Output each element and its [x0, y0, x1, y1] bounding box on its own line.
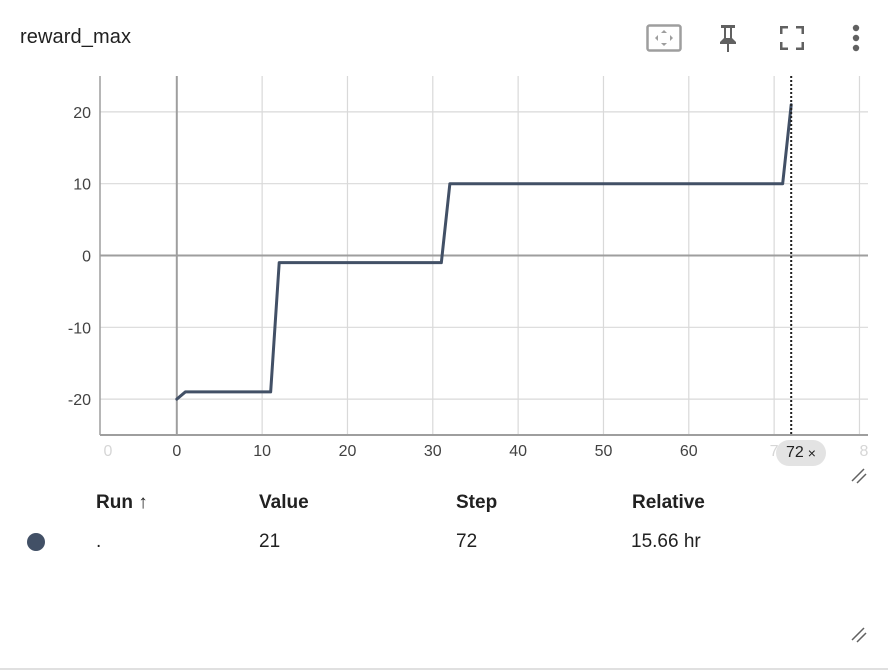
series-line	[175, 103, 793, 401]
x-tick-label: 40	[509, 443, 527, 460]
fit-domain-button[interactable]	[644, 18, 684, 58]
y-tick-label: 20	[73, 105, 91, 122]
x-tick-label: 7	[770, 443, 779, 460]
clear-hover-icon[interactable]: ×	[807, 445, 816, 461]
x-tick-label: 8	[860, 443, 869, 460]
table-resize-icon[interactable]	[850, 626, 868, 644]
cell-value: 21	[259, 531, 281, 552]
col-header-run[interactable]: Run ↑	[96, 492, 148, 513]
fit-domain-icon	[646, 24, 682, 52]
y-tick-label: 0	[82, 249, 91, 266]
y-tick-label: -10	[68, 320, 91, 337]
x-tick-label: 10	[253, 443, 271, 460]
x-tick-label: 0	[104, 443, 113, 460]
card-title: reward_max	[20, 26, 132, 48]
cell-relative: 15.66 hr	[631, 531, 701, 552]
col-header-relative[interactable]: Relative	[632, 492, 705, 513]
series-layer	[175, 103, 793, 401]
hover-step-badge[interactable]: 72 ×	[776, 440, 826, 466]
x-tick-label: 60	[680, 443, 698, 460]
pin-button[interactable]	[708, 18, 748, 58]
cell-run: .	[96, 531, 102, 552]
pin-icon	[716, 23, 740, 53]
tick-labels: 0 0 10 20 30 40 50 60 7 8 20 10 0 -10 -20	[68, 105, 869, 460]
x-tick-label: 50	[595, 443, 613, 460]
x-tick-label: 20	[339, 443, 357, 460]
y-tick-label: 10	[73, 177, 91, 194]
hover-step-value: 72	[786, 444, 804, 461]
x-tick-label: 30	[424, 443, 442, 460]
x-tick-label: 0	[172, 443, 181, 460]
line-chart[interactable]: 0 0 10 20 30 40 50 60 7 8 20 10 0 -10 -20	[0, 60, 888, 480]
more-options-button[interactable]	[836, 18, 876, 58]
fullscreen-button[interactable]	[772, 18, 812, 58]
more-vert-icon	[852, 24, 860, 52]
fullscreen-icon	[780, 26, 804, 50]
y-tick-label: -20	[68, 392, 91, 409]
cell-step: 72	[456, 531, 478, 552]
chart-resize-icon[interactable]	[850, 467, 868, 485]
col-header-value[interactable]: Value	[259, 492, 309, 513]
axes	[99, 76, 868, 436]
col-header-step[interactable]: Step	[456, 492, 498, 513]
run-color-swatch	[27, 533, 45, 551]
